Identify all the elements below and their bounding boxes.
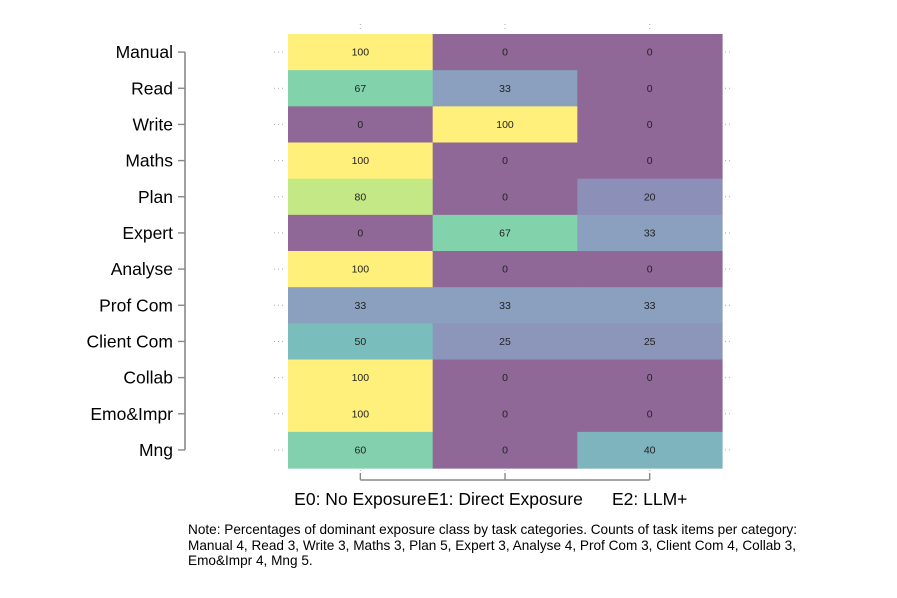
- cell-client-com-e0: [288, 323, 434, 361]
- cell-manual-e1: [432, 34, 578, 71]
- cell-value-client-com-e0: 50: [354, 336, 366, 348]
- cell-value-expert-e1: 67: [499, 227, 511, 239]
- cell-analyse-e1: [432, 251, 578, 288]
- cell-value-read-e1: 33: [499, 83, 511, 95]
- cell-expert-e1: [432, 214, 578, 252]
- cell-read-e2: [577, 70, 723, 107]
- cell-maths-e1: [432, 142, 578, 180]
- cell-value-collab-e2: 0: [647, 372, 653, 384]
- cell-write-e1: [432, 106, 578, 144]
- cell-value-prof-com-e0: 33: [354, 300, 366, 312]
- column-label-e1: E1: Direct Exposure: [427, 489, 583, 509]
- cell-mng-e1: [432, 431, 578, 469]
- cell-value-plan-e1: 0: [502, 191, 508, 203]
- row-label-manual: Manual: [116, 42, 173, 62]
- cell-maths-e0: [288, 142, 434, 180]
- cell-value-mng-e1: 0: [502, 444, 508, 456]
- cell-emo-and-impr-e1: [432, 395, 578, 433]
- cell-maths-e2: [577, 142, 723, 180]
- cell-value-write-e2: 0: [647, 119, 653, 131]
- cell-plan-e1: [432, 178, 578, 216]
- cell-value-write-e0: 0: [357, 119, 363, 131]
- cell-read-e0: [288, 70, 434, 107]
- cell-value-collab-e1: 0: [502, 372, 508, 384]
- cell-emo-and-impr-e0: [288, 395, 434, 433]
- cell-value-mng-e2: 40: [644, 444, 656, 456]
- cell-manual-e0: [288, 34, 434, 71]
- cell-value-read-e0: 67: [354, 83, 366, 95]
- row-label-emo-and-impr: Emo&Impr: [90, 404, 173, 424]
- cell-plan-e2: [577, 178, 723, 216]
- cell-analyse-e2: [577, 251, 723, 288]
- row-label-collab: Collab: [123, 368, 173, 388]
- row-label-maths: Maths: [125, 151, 173, 171]
- column-label-e0: E0: No Exposure: [294, 489, 426, 509]
- cell-value-analyse-e1: 0: [502, 264, 508, 276]
- cell-analyse-e0: [288, 251, 434, 288]
- cell-read-e1: [432, 70, 578, 107]
- cell-mng-e2: [577, 431, 723, 469]
- cell-prof-com-e1: [432, 287, 578, 324]
- cell-value-emo-and-impr-e0: 100: [352, 408, 370, 420]
- cell-value-client-com-e1: 25: [499, 336, 511, 348]
- cell-value-prof-com-e1: 33: [499, 300, 511, 312]
- cell-write-e2: [577, 106, 723, 144]
- cell-client-com-e2: [577, 323, 723, 361]
- cell-value-analyse-e0: 100: [352, 264, 370, 276]
- cell-value-plan-e0: 80: [354, 191, 366, 203]
- cell-value-manual-e0: 100: [352, 47, 370, 59]
- cell-write-e0: [288, 106, 434, 144]
- cell-value-mng-e0: 60: [354, 444, 366, 456]
- cell-value-client-com-e2: 25: [644, 336, 656, 348]
- cell-prof-com-e2: [577, 287, 723, 324]
- cell-value-expert-e0: 0: [357, 227, 363, 239]
- row-label-expert: Expert: [122, 223, 173, 243]
- cell-collab-e2: [577, 359, 723, 397]
- row-label-mng: Mng: [139, 440, 173, 460]
- cell-value-collab-e0: 100: [352, 372, 370, 384]
- figure-note: Note: Percentages of dominant exposure c…: [188, 522, 798, 568]
- row-label-client-com: Client Com: [86, 331, 173, 351]
- cell-value-maths-e0: 100: [352, 155, 370, 167]
- cell-collab-e1: [432, 359, 578, 397]
- cell-value-analyse-e2: 0: [647, 264, 653, 276]
- cell-emo-and-impr-e2: [577, 395, 723, 433]
- cell-value-prof-com-e2: 33: [644, 300, 656, 312]
- row-label-analyse: Analyse: [111, 259, 173, 279]
- cell-collab-e0: [288, 359, 434, 397]
- row-label-plan: Plan: [138, 187, 173, 207]
- cell-client-com-e1: [432, 323, 578, 361]
- cell-value-write-e1: 100: [496, 119, 514, 131]
- cell-value-maths-e2: 0: [647, 155, 653, 167]
- cell-plan-e0: [288, 178, 434, 216]
- cell-value-read-e2: 0: [647, 83, 653, 95]
- cell-value-expert-e2: 33: [644, 227, 656, 239]
- cell-expert-e0: [288, 214, 434, 252]
- cell-manual-e2: [577, 34, 723, 71]
- cell-value-manual-e1: 0: [502, 47, 508, 59]
- row-label-read: Read: [131, 78, 173, 98]
- cell-value-maths-e1: 0: [502, 155, 508, 167]
- cell-mng-e0: [288, 431, 434, 469]
- row-label-write: Write: [132, 114, 173, 134]
- row-label-prof-com: Prof Com: [99, 295, 173, 315]
- cell-value-plan-e2: 20: [644, 191, 656, 203]
- cell-value-manual-e2: 0: [647, 47, 653, 59]
- cell-value-emo-and-impr-e2: 0: [647, 408, 653, 420]
- cell-prof-com-e0: [288, 287, 434, 324]
- cell-expert-e2: [577, 214, 723, 252]
- cell-value-emo-and-impr-e1: 0: [502, 408, 508, 420]
- column-label-e2: E2: LLM+: [612, 489, 687, 509]
